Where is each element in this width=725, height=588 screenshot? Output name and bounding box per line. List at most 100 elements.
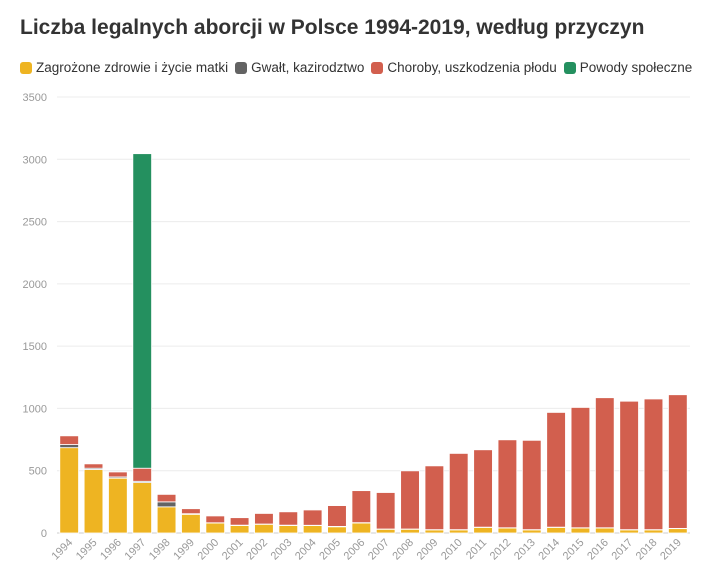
bar-segment[interactable] xyxy=(448,529,469,534)
bar-segment[interactable] xyxy=(132,467,152,482)
legend-label: Powody społeczne xyxy=(579,60,693,75)
bar-segment[interactable] xyxy=(473,526,493,534)
x-tick-label: 2019 xyxy=(658,537,684,563)
bar-segment[interactable] xyxy=(83,469,104,534)
bar-segment[interactable] xyxy=(59,444,79,449)
bar-segment[interactable] xyxy=(205,515,226,524)
bar-segment[interactable] xyxy=(570,407,591,529)
bar-segment[interactable] xyxy=(108,471,128,478)
bars xyxy=(59,153,688,534)
x-axis: 1994199519961997199819992000200120022003… xyxy=(49,537,683,563)
x-tick-label: 2018 xyxy=(634,537,660,563)
legend-label: Zagrożone zdrowie i życie matki xyxy=(36,60,229,75)
x-tick-label: 2000 xyxy=(196,537,222,563)
bar-segment[interactable] xyxy=(278,511,299,526)
bar-segment[interactable] xyxy=(108,477,128,534)
bar-segment[interactable] xyxy=(181,513,201,534)
bar-segment[interactable] xyxy=(570,527,591,534)
bar-segment[interactable] xyxy=(351,522,372,534)
bar-segment[interactable] xyxy=(254,523,274,534)
legend-item-fetal[interactable]: Choroby, uszkodzenia płodu xyxy=(371,60,557,75)
bar-segment[interactable] xyxy=(619,529,639,534)
x-tick-label: 1994 xyxy=(49,537,75,563)
bar-segment[interactable] xyxy=(156,493,177,503)
bar-segment[interactable] xyxy=(521,529,542,534)
legend-label: Choroby, uszkodzenia płodu xyxy=(387,60,557,75)
y-tick-label: 3000 xyxy=(23,154,47,166)
bar-segment[interactable] xyxy=(156,506,177,534)
bar-segment[interactable] xyxy=(546,526,566,534)
bar-segment[interactable] xyxy=(424,465,445,531)
x-tick-label: 2003 xyxy=(269,537,295,563)
x-tick-label: 2014 xyxy=(536,537,562,563)
bar-segment[interactable] xyxy=(229,525,250,534)
y-tick-label: 1000 xyxy=(23,403,47,415)
bar-segment[interactable] xyxy=(351,490,372,524)
legend-item-rape[interactable]: Gwałt, kazirodztwo xyxy=(235,60,364,75)
bar-segment[interactable] xyxy=(400,470,420,530)
bar-segment[interactable] xyxy=(205,522,226,534)
x-tick-label: 2013 xyxy=(512,537,538,563)
bar-segment[interactable] xyxy=(254,513,274,525)
bar-segment[interactable] xyxy=(595,527,615,534)
legend-label: Gwałt, kazirodztwo xyxy=(251,60,365,75)
bar-segment[interactable] xyxy=(448,452,469,531)
bar-segment[interactable] xyxy=(302,525,323,534)
x-tick-label: 1999 xyxy=(171,537,197,563)
bar-segment[interactable] xyxy=(83,463,104,469)
y-tick-label: 500 xyxy=(29,466,47,478)
bar-segment[interactable] xyxy=(643,398,664,531)
x-tick-label: 2010 xyxy=(439,537,465,563)
legend-item-health[interactable]: Zagrożone zdrowie i życie matki xyxy=(20,60,228,75)
x-tick-label: 2015 xyxy=(561,537,587,563)
legend-item-social[interactable]: Powody społeczne xyxy=(563,60,693,75)
bar-segment[interactable] xyxy=(668,528,688,534)
x-tick-label: 2011 xyxy=(464,537,489,562)
bar-segment[interactable] xyxy=(497,527,518,534)
x-tick-label: 1997 xyxy=(123,537,149,563)
bar-segment[interactable] xyxy=(327,526,347,534)
legend-swatch xyxy=(235,61,248,74)
bar-segment[interactable] xyxy=(473,449,493,528)
legend-swatch xyxy=(563,61,576,74)
x-tick-label: 2006 xyxy=(342,537,368,563)
bar-segment[interactable] xyxy=(643,529,664,534)
y-axis: 0 500 1000 1500 2000 2500 3000 3500 xyxy=(23,92,47,540)
bar-segment[interactable] xyxy=(59,435,79,445)
y-tick-label: 1500 xyxy=(23,341,47,353)
x-tick-label: 2009 xyxy=(415,537,441,563)
bar-segment[interactable] xyxy=(59,447,79,534)
bar-segment[interactable] xyxy=(132,482,152,534)
x-tick-label: 2012 xyxy=(488,537,514,563)
bar-segment[interactable] xyxy=(375,492,396,530)
bar-segment[interactable] xyxy=(400,528,420,534)
bar-segment[interactable] xyxy=(302,509,323,526)
bar-segment[interactable] xyxy=(156,501,177,508)
x-tick-label: 2002 xyxy=(244,537,270,563)
legend: Zagrożone zdrowie i życie matki Gwałt, k… xyxy=(20,60,699,75)
bar-segment[interactable] xyxy=(424,529,445,534)
x-tick-label: 2016 xyxy=(585,537,611,563)
x-tick-label: 2008 xyxy=(390,537,416,563)
bar-segment[interactable] xyxy=(668,394,688,529)
bar-segment[interactable] xyxy=(375,528,396,534)
legend-swatch xyxy=(371,61,384,74)
x-tick-label: 2007 xyxy=(366,537,392,563)
bar-segment[interactable] xyxy=(619,400,639,531)
bar-segment[interactable] xyxy=(132,153,152,469)
x-tick-label: 1996 xyxy=(98,537,124,563)
bar-segment[interactable] xyxy=(229,517,250,526)
bar-segment[interactable] xyxy=(595,397,615,529)
bar-segment[interactable] xyxy=(521,439,542,531)
bar-segment[interactable] xyxy=(181,508,201,515)
bar-segment[interactable] xyxy=(327,505,347,527)
x-tick-label: 2004 xyxy=(293,537,319,563)
bar-segment[interactable] xyxy=(497,439,518,529)
bar-segment[interactable] xyxy=(546,412,566,528)
y-tick-label: 3500 xyxy=(23,92,47,104)
x-tick-label: 1995 xyxy=(74,537,100,563)
bar-segment[interactable] xyxy=(278,525,299,534)
chart-title: Liczba legalnych aborcji w Polsce 1994-2… xyxy=(20,16,645,39)
y-tick-label: 0 xyxy=(41,528,47,540)
